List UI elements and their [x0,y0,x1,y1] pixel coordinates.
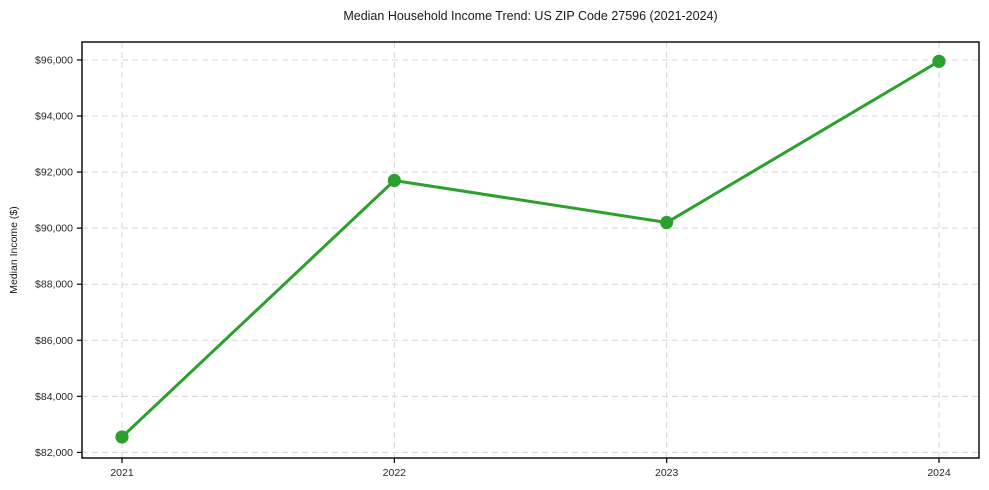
axes-spines [81,41,980,459]
data-point [387,173,401,188]
data-line [120,59,941,439]
data-point [932,54,946,68]
y-tick-label: $90,000 [35,223,73,235]
chart-title: Median Household Income Trend: US ZIP Co… [343,9,718,23]
y-tick-label: $92,000 [35,167,73,179]
x-tick-label: 2021 [110,467,134,479]
y-tick-label: $84,000 [35,391,73,403]
data-point [115,430,129,444]
x-tick-label: 2024 [927,467,951,479]
y-tick-label: $82,000 [35,447,73,459]
y-tick-label: $96,000 [35,54,73,66]
x-tick-label: 2022 [383,467,407,479]
y-tick-label: $86,000 [35,335,73,347]
y-tick-label: $94,000 [35,111,73,123]
x-tick-label: 2023 [655,467,679,479]
y-tick-label: $88,000 [35,279,73,291]
data-point [660,215,674,230]
